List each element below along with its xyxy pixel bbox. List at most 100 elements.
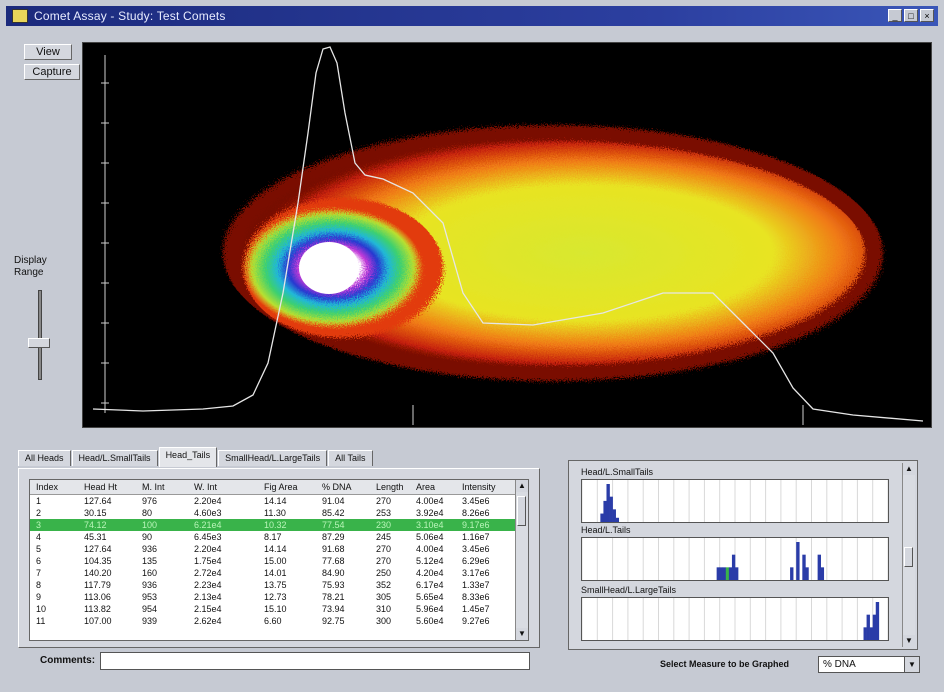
table-cell: 140.20: [84, 568, 112, 578]
tab-head-tails[interactable]: Head_Tails: [158, 447, 218, 467]
graph-scroll-thumb[interactable]: [904, 547, 913, 567]
table-cell: 6: [36, 556, 42, 566]
column-header[interactable]: W. Int: [194, 482, 218, 492]
table-row[interactable]: 10 113.82 954 2.15e4 15.10 73.94 310 5.96e4 1.45…: [30, 603, 528, 615]
view-button[interactable]: View: [24, 44, 72, 60]
table-cell: 15.00: [264, 556, 287, 566]
table-cell: 4.00e4: [416, 496, 444, 506]
column-header[interactable]: Area: [416, 482, 436, 492]
graph-scrollbar[interactable]: ▲ ▼: [902, 463, 915, 647]
comments-input[interactable]: [100, 652, 530, 670]
table-cell: 6.21e4: [194, 520, 222, 530]
scroll-up-arrow-icon[interactable]: ▲: [516, 480, 528, 492]
histogram-bar: [603, 500, 607, 522]
display-range-slider-thumb[interactable]: [28, 338, 50, 348]
histogram-bar: [790, 567, 794, 580]
histogram-bar: [820, 567, 825, 580]
table-cell: 15.10: [264, 604, 287, 614]
table-cell: 3.92e4: [416, 508, 444, 518]
table-cell: 2.15e4: [194, 604, 222, 614]
table-cell: 245: [376, 532, 392, 542]
column-header[interactable]: Length: [376, 482, 404, 492]
display-range-slider[interactable]: [38, 290, 42, 380]
table-cell: 1.16e7: [462, 532, 490, 542]
y-axis-ticks: [101, 82, 109, 404]
display-range-line1: Display: [14, 255, 47, 266]
table-scroll-thumb[interactable]: [517, 496, 526, 526]
table-row[interactable]: 11 107.00 939 2.62e4 6.60 92.75 300 5.60e4 9.27e…: [30, 615, 528, 627]
column-header[interactable]: Head Ht: [84, 482, 118, 492]
table-cell: 2.62e4: [194, 616, 222, 626]
table-row[interactable]: 4 45.31 90 6.45e3 8.17 87.29 245 5.06e4 1.16e7: [30, 531, 528, 543]
histogram-bar: [869, 627, 874, 640]
table-cell: 127.64: [84, 544, 112, 554]
histogram-bar: [615, 517, 620, 522]
table-row[interactable]: 8 117.79 936 2.23e4 13.75 75.93 352 6.17e4 1.33e…: [30, 579, 528, 591]
table-cell: 5: [36, 544, 42, 554]
close-button[interactable]: ×: [920, 9, 934, 22]
app-icon: [12, 9, 28, 23]
table-cell: 10.32: [264, 520, 287, 530]
table-row[interactable]: 5 127.64 936 2.20e4 14.14 91.68 270 4.00e4 3.45e…: [30, 543, 528, 555]
histogram-bar: [805, 567, 809, 580]
table-row[interactable]: 6 104.35 135 1.75e4 15.00 77.68 270 5.12e4 6.29e…: [30, 555, 528, 567]
tab-smallhead-l-largetails[interactable]: SmallHead/L.LargeTails: [218, 450, 328, 466]
histogram-bar: [802, 554, 806, 580]
column-header[interactable]: M. Int: [142, 482, 165, 492]
table-cell: 3.45e6: [462, 544, 490, 554]
histogram-bar: [722, 567, 727, 580]
table-cell: 4.60e3: [194, 508, 222, 518]
histogram-bar: [866, 614, 870, 640]
graph-scroll-down-icon[interactable]: ▼: [903, 635, 915, 647]
column-header[interactable]: Fig Area: [264, 482, 298, 492]
scroll-down-arrow-icon[interactable]: ▼: [516, 628, 528, 640]
graph-title: Head/L.Tails: [581, 525, 631, 535]
histogram-bar: [606, 484, 610, 522]
table-cell: 113.06: [84, 592, 111, 602]
table-cell: 1.33e7: [462, 580, 490, 590]
dropdown-arrow-icon[interactable]: ▼: [904, 657, 919, 672]
tab-all-heads[interactable]: All Heads: [18, 450, 71, 466]
maximize-button[interactable]: □: [904, 9, 918, 22]
tab-all-tails[interactable]: All Tails: [328, 450, 373, 466]
measure-select[interactable]: % DNA ▼: [818, 656, 920, 673]
histogram-svg: [582, 598, 888, 640]
table-row[interactable]: 2 30.15 80 4.60e3 11.30 85.42 253 3.92e4 8.26e6: [30, 507, 528, 519]
table-cell: 113.82: [84, 604, 111, 614]
minimize-button[interactable]: _: [888, 9, 902, 22]
display-range-label: Display Range: [14, 255, 74, 279]
table-row[interactable]: 7 140.20 160 2.72e4 14.01 84.90 250 4.20e4 3.17e…: [30, 567, 528, 579]
table-cell: 253: [376, 508, 392, 518]
table-row[interactable]: 1 127.64 976 2.20e4 14.14 91.04 270 4.00e4 3.45e…: [30, 495, 528, 507]
table-cell: 270: [376, 496, 392, 506]
capture-button[interactable]: Capture: [24, 64, 80, 80]
table-cell: 14.14: [264, 496, 287, 506]
table-cell: 45.31: [84, 532, 107, 542]
table-cell: 2: [36, 508, 42, 518]
table-cell: 310: [376, 604, 392, 614]
table-cell: 11.30: [264, 508, 286, 518]
histogram-bar: [735, 567, 739, 580]
tab-head-l-smalltails[interactable]: Head/L.SmallTails: [71, 450, 158, 466]
table-cell: 92.75: [322, 616, 345, 626]
column-header[interactable]: % DNA: [322, 482, 352, 492]
results-table[interactable]: Index Head Ht M. Int W. Int Fig Area % DNA Len…: [29, 479, 529, 641]
table-cell: 939: [142, 616, 158, 626]
table-cell: 1: [36, 496, 42, 506]
table-cell: 305: [376, 592, 392, 602]
graph-scroll-up-icon[interactable]: ▲: [903, 463, 915, 475]
window-title: Comet Assay - Study: Test Comets: [34, 9, 226, 23]
table-cell: 85.42: [322, 508, 345, 518]
histogram-bar: [796, 542, 800, 580]
table-cell: 300: [376, 616, 392, 626]
comet-image-view[interactable]: [82, 42, 932, 428]
table-cell: 117.79: [84, 580, 111, 590]
table-row[interactable]: 9 113.06 953 2.13e4 12.73 78.21 305 5.65e4 8.33e…: [30, 591, 528, 603]
column-header[interactable]: Intensity: [462, 482, 496, 492]
column-header[interactable]: Index: [36, 482, 59, 492]
histogram-bar: [600, 513, 604, 522]
table-cell: 2.23e4: [194, 580, 222, 590]
title-bar[interactable]: Comet Assay - Study: Test Comets _ □ ×: [6, 6, 938, 26]
table-row[interactable]: 3 74.12 100 6.21e4 10.32 77.54 230 3.10e4 9.17e6: [30, 519, 528, 531]
table-scrollbar[interactable]: ▲ ▼: [515, 480, 528, 640]
